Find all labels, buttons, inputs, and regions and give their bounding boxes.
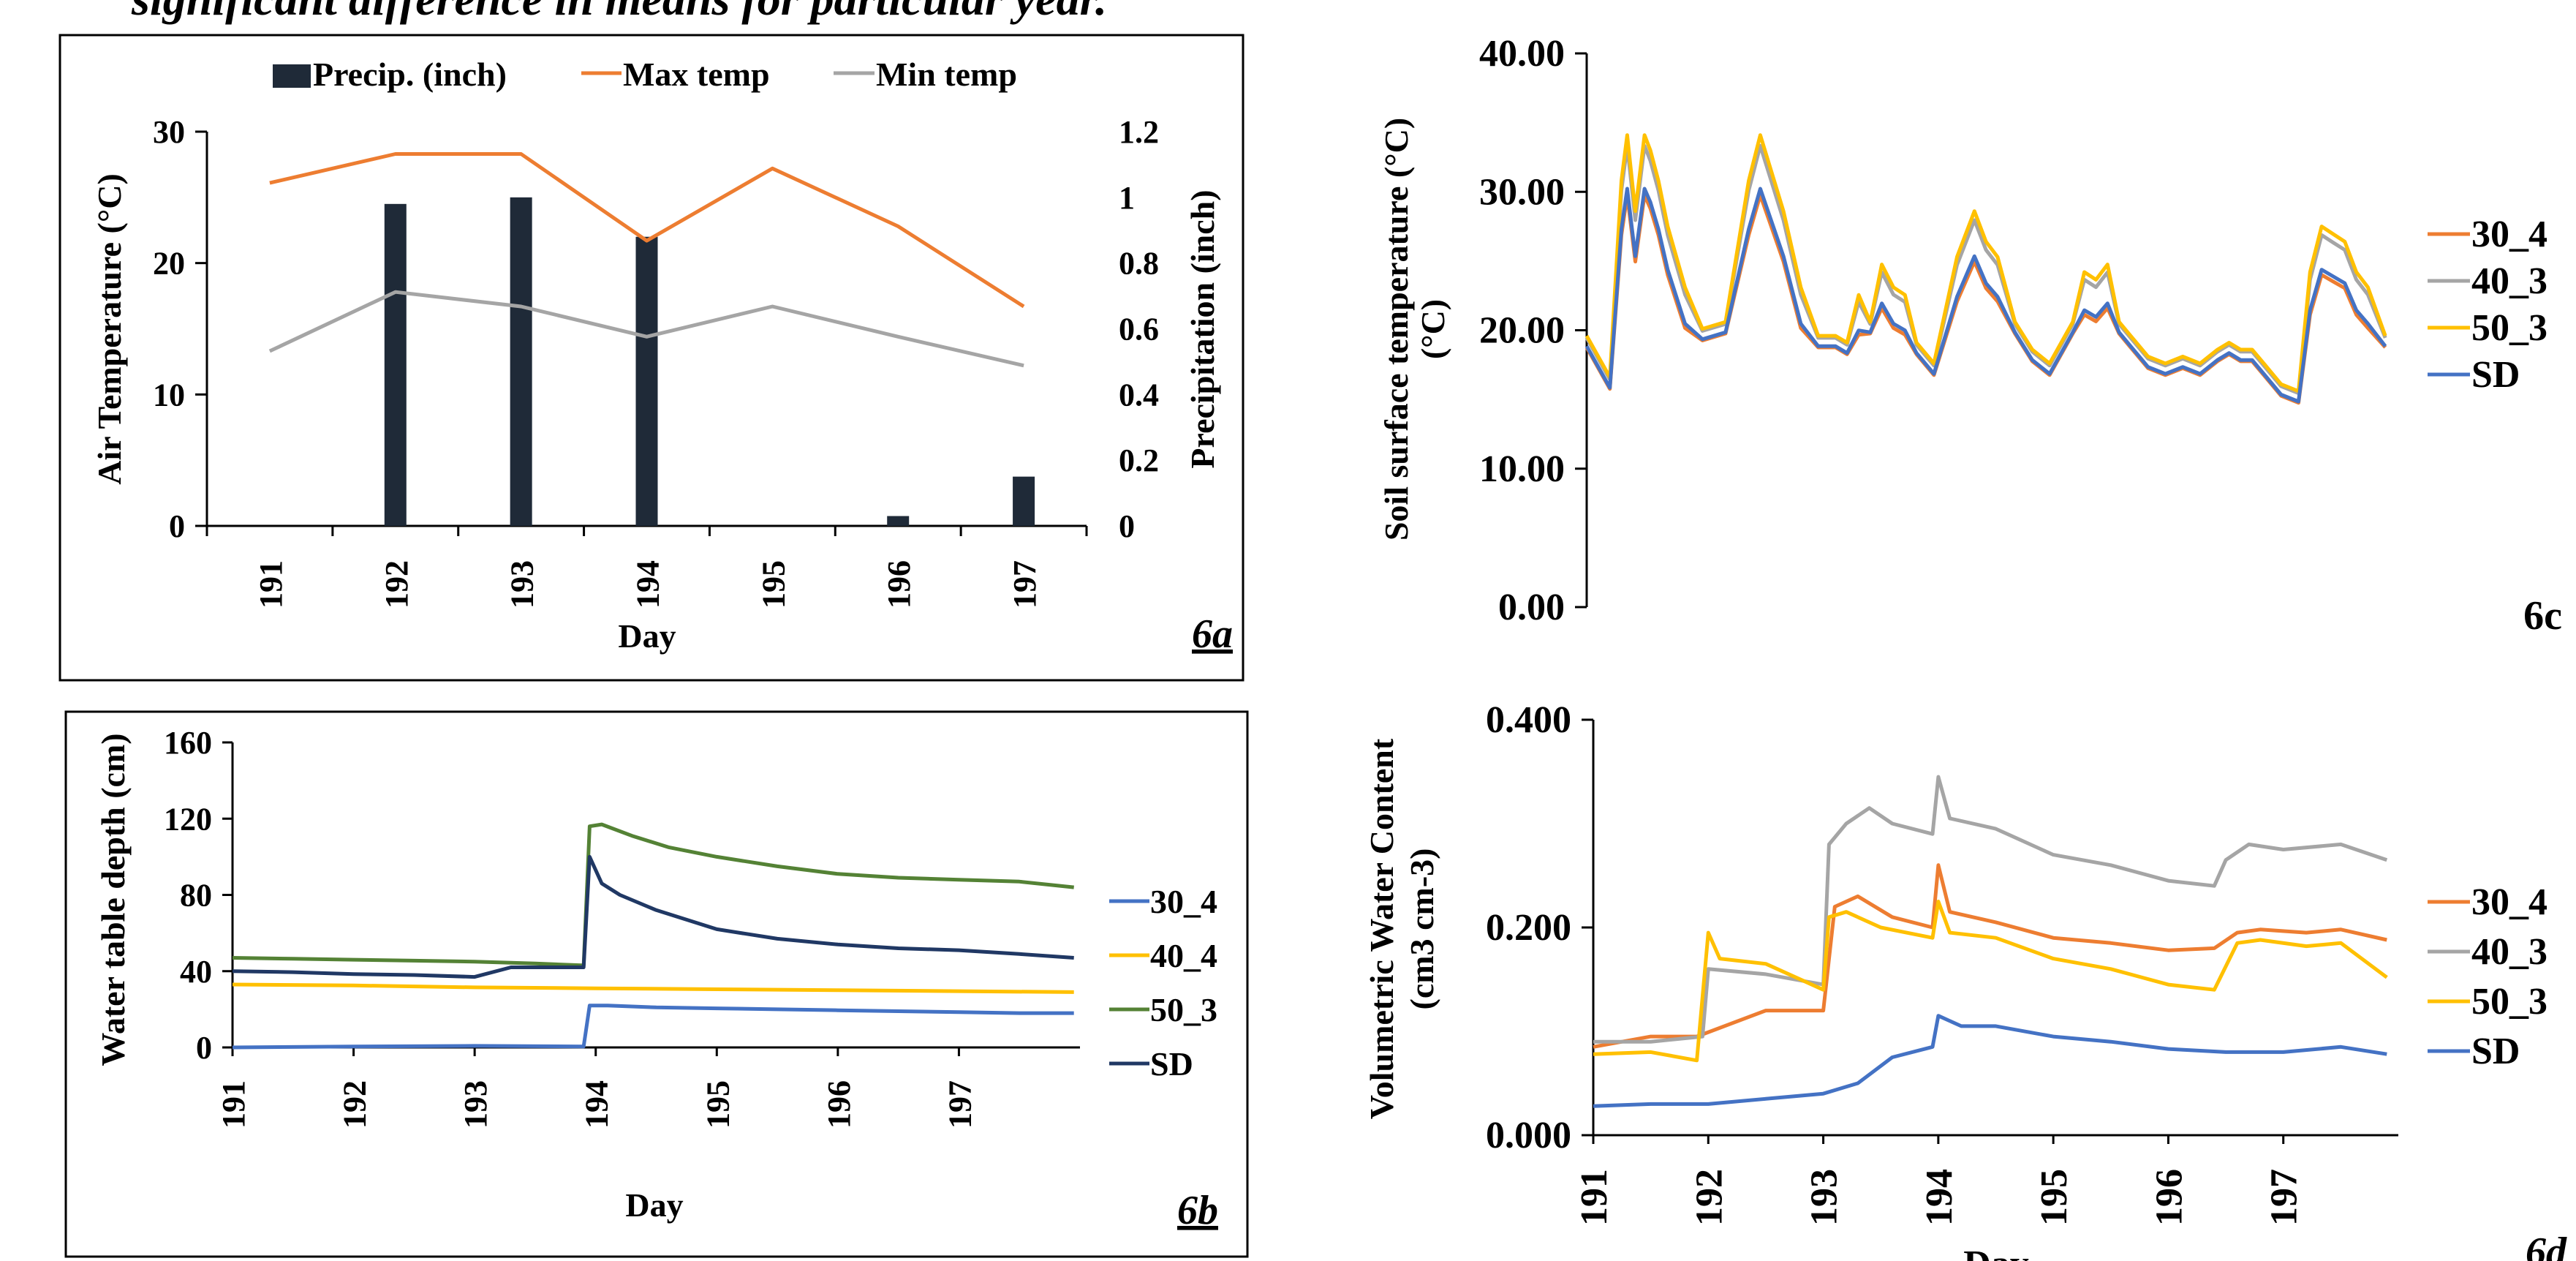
line-max-temp	[269, 152, 1025, 309]
legend-label: SD	[2471, 354, 2520, 396]
x-tick-label: 196	[2148, 1169, 2190, 1226]
x-tick-label: 197	[1007, 560, 1043, 609]
series-line-30_4	[1584, 193, 2387, 405]
panel-label: 6d	[2526, 1230, 2567, 1261]
x-tick-label: 192	[379, 560, 415, 609]
y-tick-label: 0.000	[1486, 1115, 1571, 1156]
legend-label: 40_3	[2471, 260, 2547, 302]
series-line-SD	[232, 854, 1074, 979]
panel-6a-border	[58, 34, 1244, 682]
y-axis-label: Air Temperature (°C)	[91, 173, 128, 485]
x-tick-label: 194	[1919, 1169, 1960, 1226]
y-tick-label: 20.00	[1479, 310, 1565, 352]
y-tick-label: 40	[180, 954, 212, 990]
legend-label: 50_3	[1150, 991, 1217, 1028]
y2-tick-label: 1.2	[1119, 114, 1159, 150]
legend-label: SD	[1150, 1045, 1193, 1083]
panel-label: 6c	[2523, 593, 2562, 639]
y-tick-label: 0.00	[1498, 587, 1565, 628]
y-tick-label: 20	[153, 246, 185, 282]
y-tick-label: 10	[153, 377, 185, 413]
bar-precip	[635, 236, 658, 526]
x-tick-label: 193	[458, 1080, 494, 1129]
y-tick-label: 160	[164, 725, 212, 761]
bar-precip	[887, 516, 910, 526]
y-tick-label: 0.200	[1486, 907, 1571, 949]
legend-label: 40_3	[2471, 931, 2547, 973]
panel-label: 6b	[1177, 1188, 1218, 1233]
y-tick-label: 30	[153, 114, 185, 150]
y-axis-label-unit: (°C)	[1414, 299, 1451, 359]
series-line-SD	[1584, 187, 2387, 404]
y-tick-label: 0.400	[1486, 699, 1571, 741]
y-tick-label: 40.00	[1479, 33, 1565, 75]
x-tick-label: 191	[1574, 1169, 1615, 1226]
series-line-40_3	[1593, 775, 2388, 1044]
series-line-40_3	[1584, 143, 2387, 396]
series-line-30_4	[232, 1004, 1074, 1050]
series-line-SD	[1593, 1014, 2387, 1108]
legend-label: Max temp	[623, 56, 770, 93]
legend-label: SD	[2471, 1031, 2520, 1072]
x-tick-label: 197	[2264, 1169, 2305, 1226]
legend-label: 30_4	[2471, 881, 2547, 923]
x-tick-label: 196	[881, 560, 917, 609]
series-line-50_3	[1584, 133, 2387, 394]
y-tick-label: 0	[196, 1030, 212, 1066]
legend-label: 30_4	[1150, 883, 1217, 920]
legend-label: Precip. (inch)	[313, 56, 507, 93]
figure-caption: significant difference in means for part…	[132, 0, 1107, 26]
y-axis-label: Volumetric Water Content	[1363, 738, 1400, 1119]
y-tick-label: 10.00	[1479, 448, 1565, 490]
x-tick-label: 192	[1688, 1169, 1730, 1226]
legend-label: 50_3	[2471, 307, 2547, 349]
y-tick-label: 120	[164, 801, 212, 837]
legend-swatch-precip	[273, 64, 311, 88]
x-tick-label: 195	[755, 560, 791, 609]
panel-6b-border	[64, 710, 1249, 1258]
x-tick-label: 194	[630, 560, 666, 609]
y-axis-label: Soil surface temperature (°C)	[1378, 118, 1415, 541]
bar-precip	[1013, 476, 1035, 526]
x-axis-label: Day	[625, 1186, 683, 1224]
x-tick-label: 192	[337, 1080, 373, 1129]
panel-label: 6a	[1192, 611, 1233, 657]
y2-tick-label: 0.8	[1119, 246, 1159, 282]
x-tick-label: 194	[579, 1080, 615, 1129]
x-tick-label: 191	[216, 1080, 252, 1129]
y-tick-label: 30.00	[1479, 171, 1565, 213]
x-axis-label: Day	[1963, 1243, 2029, 1261]
y2-axis-label: Precipitation (inch)	[1184, 189, 1221, 468]
x-tick-label: 195	[2033, 1169, 2075, 1226]
x-tick-label: 193	[1804, 1169, 1846, 1226]
y-tick-label: 80	[180, 878, 212, 914]
y2-tick-label: 0.2	[1119, 443, 1159, 478]
x-tick-label: 196	[821, 1080, 857, 1129]
y2-tick-label: 1	[1119, 180, 1135, 216]
x-tick-label: 191	[253, 560, 289, 609]
series-line-50_3	[232, 822, 1074, 968]
x-tick-label: 195	[700, 1080, 736, 1129]
y2-tick-label: 0	[1119, 508, 1135, 544]
y-axis-label: Water table depth (cm)	[94, 733, 132, 1066]
series-line-50_3	[1593, 900, 2388, 1063]
y-tick-label: 0	[169, 508, 185, 544]
x-tick-label: 197	[942, 1080, 978, 1129]
series-line-40_4	[232, 982, 1074, 994]
legend-label: 30_4	[2471, 214, 2547, 255]
y2-tick-label: 0.6	[1119, 312, 1159, 347]
bar-precip	[384, 203, 407, 526]
x-tick-label: 193	[505, 560, 540, 609]
series-line-30_4	[1593, 863, 2387, 1049]
legend-label: 40_4	[1150, 937, 1217, 974]
y-axis-label-unit: (cm3 cm-3)	[1403, 848, 1440, 1010]
line-min-temp	[268, 290, 1024, 368]
legend-label: Min temp	[876, 56, 1017, 93]
legend-label: 50_3	[2471, 981, 2547, 1023]
bar-precip	[510, 197, 532, 526]
x-axis-label: Day	[618, 617, 676, 655]
y2-tick-label: 0.4	[1119, 377, 1159, 413]
